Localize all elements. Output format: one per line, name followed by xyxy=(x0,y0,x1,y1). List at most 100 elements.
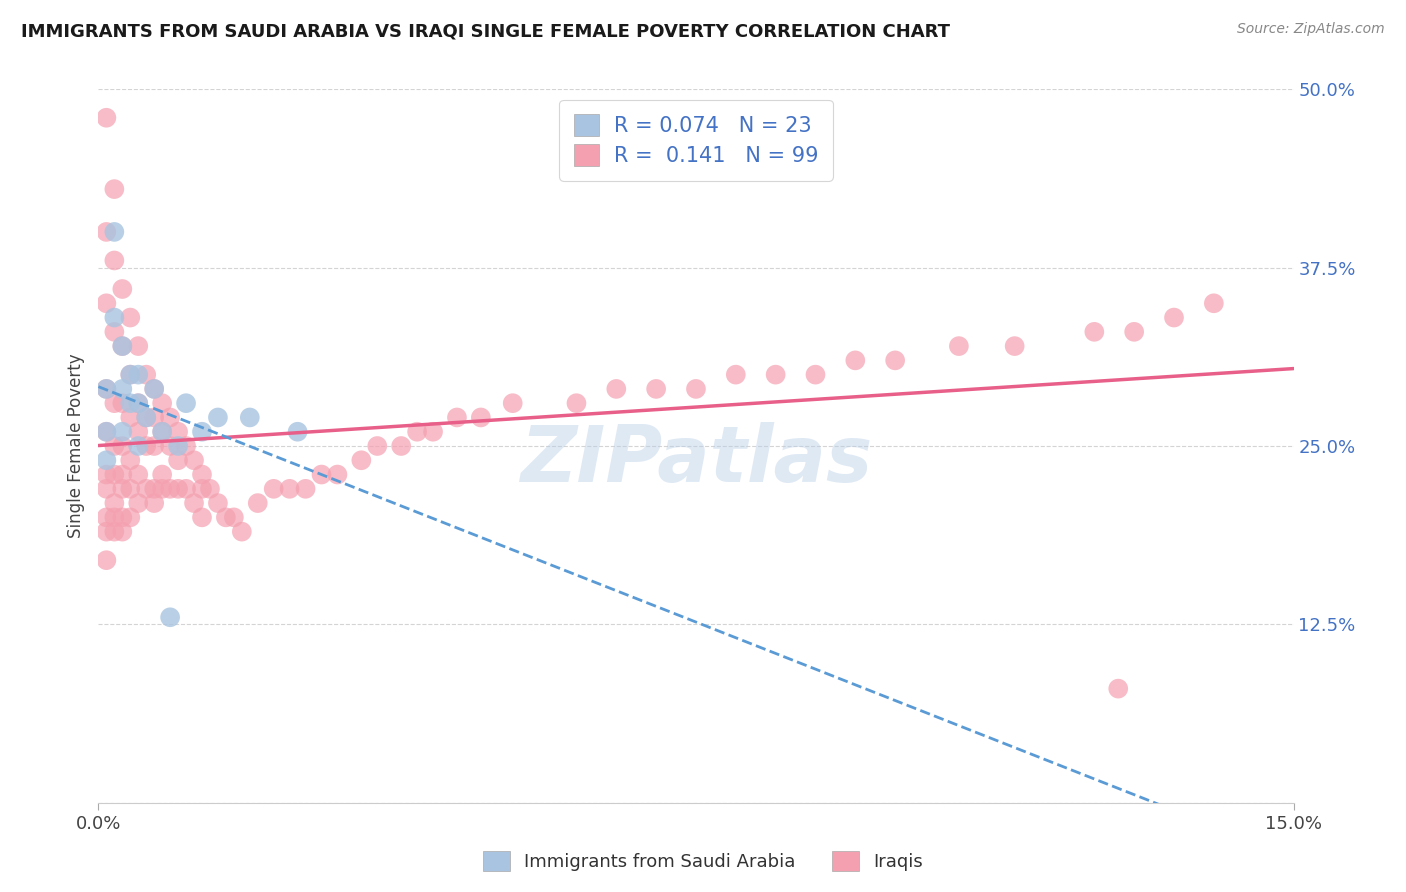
Point xyxy=(135,410,157,425)
Point xyxy=(366,439,388,453)
Point xyxy=(111,339,134,353)
Point xyxy=(120,396,142,410)
Point xyxy=(120,453,142,467)
Point xyxy=(645,382,668,396)
Point xyxy=(294,482,316,496)
Point xyxy=(231,524,253,539)
Point xyxy=(215,510,238,524)
Point xyxy=(135,439,157,453)
Legend: R = 0.074   N = 23, R =  0.141   N = 99: R = 0.074 N = 23, R = 0.141 N = 99 xyxy=(560,100,832,180)
Point xyxy=(96,510,118,524)
Point xyxy=(470,410,492,425)
Point xyxy=(174,396,197,410)
Point xyxy=(111,524,134,539)
Point xyxy=(103,439,125,453)
Point xyxy=(502,396,524,410)
Point xyxy=(103,510,125,524)
Point xyxy=(1202,296,1225,310)
Point xyxy=(96,382,118,396)
Point xyxy=(326,467,349,482)
Point xyxy=(311,467,333,482)
Point xyxy=(222,510,245,524)
Point xyxy=(174,482,197,496)
Text: ZIPatlas: ZIPatlas xyxy=(520,422,872,499)
Point xyxy=(120,368,142,382)
Point xyxy=(350,453,373,467)
Point xyxy=(103,253,125,268)
Point xyxy=(143,496,166,510)
Point xyxy=(159,482,181,496)
Point xyxy=(948,339,970,353)
Point xyxy=(103,496,125,510)
Point xyxy=(150,482,173,496)
Point xyxy=(111,439,134,453)
Point xyxy=(844,353,866,368)
Point xyxy=(565,396,588,410)
Point xyxy=(96,453,118,467)
Point xyxy=(884,353,907,368)
Point xyxy=(150,425,173,439)
Point xyxy=(446,410,468,425)
Text: Source: ZipAtlas.com: Source: ZipAtlas.com xyxy=(1237,22,1385,37)
Point xyxy=(167,425,190,439)
Point xyxy=(103,310,125,325)
Point xyxy=(191,425,214,439)
Point xyxy=(96,425,118,439)
Point xyxy=(103,396,125,410)
Point xyxy=(422,425,444,439)
Point xyxy=(724,368,747,382)
Point xyxy=(120,410,142,425)
Point xyxy=(127,339,149,353)
Point xyxy=(239,410,262,425)
Point xyxy=(191,467,214,482)
Point xyxy=(96,425,118,439)
Point xyxy=(191,510,214,524)
Point xyxy=(111,467,134,482)
Point xyxy=(1163,310,1185,325)
Point xyxy=(1107,681,1129,696)
Point xyxy=(120,310,142,325)
Point xyxy=(127,496,149,510)
Point xyxy=(143,482,166,496)
Point xyxy=(96,111,118,125)
Point xyxy=(1004,339,1026,353)
Point xyxy=(127,368,149,382)
Point xyxy=(1083,325,1105,339)
Point xyxy=(207,496,229,510)
Point xyxy=(174,439,197,453)
Point xyxy=(127,467,149,482)
Text: IMMIGRANTS FROM SAUDI ARABIA VS IRAQI SINGLE FEMALE POVERTY CORRELATION CHART: IMMIGRANTS FROM SAUDI ARABIA VS IRAQI SI… xyxy=(21,22,950,40)
Point xyxy=(150,396,173,410)
Point xyxy=(263,482,285,496)
Point xyxy=(103,467,125,482)
Point xyxy=(406,425,429,439)
Y-axis label: Single Female Poverty: Single Female Poverty xyxy=(66,354,84,538)
Point xyxy=(120,510,142,524)
Point xyxy=(103,325,125,339)
Point xyxy=(111,282,134,296)
Point xyxy=(103,524,125,539)
Point xyxy=(127,396,149,410)
Point xyxy=(198,482,221,496)
Point xyxy=(685,382,707,396)
Point xyxy=(1123,325,1146,339)
Point xyxy=(191,482,214,496)
Point xyxy=(135,410,157,425)
Point xyxy=(103,182,125,196)
Point xyxy=(120,482,142,496)
Point xyxy=(143,410,166,425)
Point xyxy=(111,482,134,496)
Point xyxy=(246,496,269,510)
Legend: Immigrants from Saudi Arabia, Iraqis: Immigrants from Saudi Arabia, Iraqis xyxy=(475,844,931,879)
Point xyxy=(150,467,173,482)
Point xyxy=(159,439,181,453)
Point xyxy=(111,425,134,439)
Point xyxy=(804,368,827,382)
Point xyxy=(103,225,125,239)
Point xyxy=(605,382,627,396)
Point xyxy=(96,225,118,239)
Point xyxy=(111,510,134,524)
Point xyxy=(143,382,166,396)
Point xyxy=(183,496,205,510)
Point xyxy=(127,396,149,410)
